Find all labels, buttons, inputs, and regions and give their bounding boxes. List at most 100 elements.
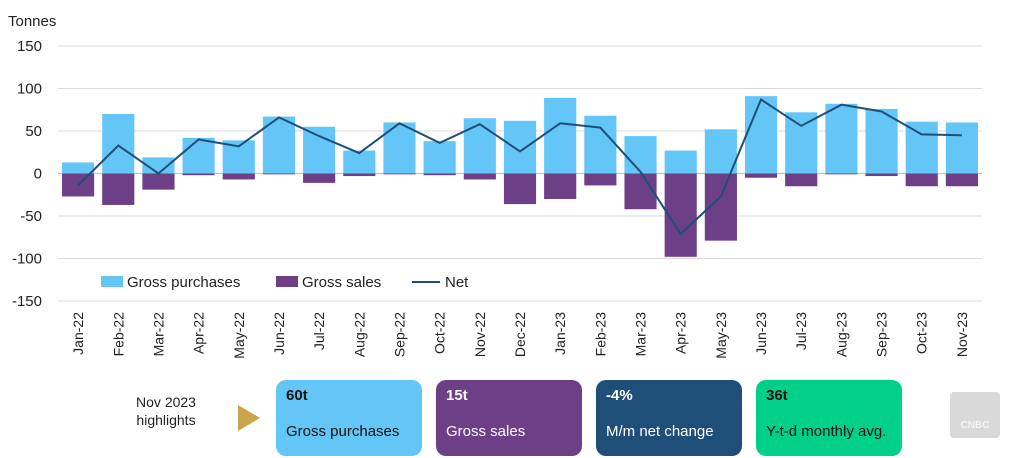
- bar-gross-purchases: [825, 103, 858, 174]
- highlights-label-line1: Nov 2023: [136, 394, 196, 410]
- bar-gross-purchases: [584, 115, 617, 174]
- x-axis-ticks: Jan-22 Feb-22 Mar-22 Apr-22 May-22 Jun-22 Jul-…: [70, 312, 970, 359]
- y-tick-label: -150: [12, 293, 42, 310]
- bar-gross-purchases: [343, 150, 376, 174]
- highlight-card-net-change: -4% M/m net change: [596, 380, 742, 456]
- legend-label-gross-purchases: Gross purchases: [127, 274, 240, 291]
- bar-gross-purchases: [905, 121, 938, 174]
- y-axis-ticks: -150 -100 -50 0 50 100 150: [12, 38, 42, 310]
- net-line: [77, 98, 962, 236]
- bar-gross-sales: [865, 173, 898, 177]
- bar-gross-sales: [463, 173, 496, 180]
- bar-gross-purchases: [664, 150, 697, 174]
- card-value: 36t: [766, 387, 788, 404]
- x-tick-label: Oct-23: [914, 312, 930, 354]
- bar-gross-sales: [182, 173, 215, 176]
- highlight-card-gross-purchases: 60t Gross purchases: [276, 380, 422, 456]
- bar-gross-sales: [905, 173, 938, 187]
- bar-gross-purchases: [423, 141, 456, 174]
- card-label: Gross sales: [446, 423, 526, 440]
- highlight-card-gross-sales: 15t Gross sales: [436, 380, 582, 456]
- legend-swatch-gross-sales: [276, 276, 298, 287]
- bar-gross-purchases: [503, 120, 537, 174]
- bar-gross-purchases: [744, 96, 778, 174]
- y-tick-label: 0: [34, 166, 42, 183]
- bar-gross-purchases: [704, 129, 737, 174]
- bar-gross-sales: [343, 173, 376, 177]
- bar-gross-sales: [222, 173, 255, 180]
- x-tick-label: Feb-23: [592, 312, 608, 357]
- bar-gross-sales: [744, 173, 778, 178]
- card-value: 60t: [286, 387, 308, 404]
- bar-gross-sales: [503, 173, 537, 205]
- bar-gross-purchases: [785, 112, 818, 174]
- x-tick-label: Jul-22: [311, 312, 327, 350]
- x-tick-label: Apr-23: [673, 312, 689, 354]
- card-label: Y-t-d monthly avg.: [766, 423, 887, 440]
- bar-gross-sales: [664, 173, 697, 257]
- x-tick-label: Feb-22: [110, 312, 126, 357]
- legend-label-net: Net: [445, 274, 469, 291]
- bar-gross-sales: [945, 173, 978, 187]
- card-label: Gross purchases: [286, 423, 400, 440]
- x-tick-label: May-22: [231, 312, 247, 359]
- net-line-group: [77, 98, 962, 236]
- cnbc-logo: CNBC: [950, 392, 1000, 438]
- bar-gross-purchases: [544, 97, 577, 174]
- bar-gross-sales: [544, 173, 577, 199]
- bar-gross-sales: [383, 173, 416, 175]
- x-tick-label: Mar-23: [633, 312, 649, 357]
- bar-gross-sales: [142, 173, 175, 190]
- bar-gross-purchases: [303, 126, 336, 174]
- highlights-label: Nov 2023 highlights: [120, 393, 212, 429]
- bar-gross-purchases: [62, 162, 95, 174]
- card-value: 15t: [446, 387, 468, 404]
- y-tick-label: -100: [12, 251, 42, 268]
- y-tick-label: -50: [20, 208, 42, 225]
- x-tick-label: Dec-22: [512, 312, 528, 357]
- bar-gross-purchases: [182, 137, 215, 174]
- arrow-right-icon: [238, 405, 260, 431]
- x-tick-label: Jan-23: [552, 312, 568, 355]
- x-tick-label: Apr-22: [191, 312, 207, 354]
- x-tick-label: Sep-22: [391, 312, 407, 357]
- x-tick-label: Aug-23: [833, 312, 849, 357]
- y-tick-label: 150: [17, 38, 42, 55]
- bar-gross-sales: [423, 173, 456, 176]
- bar-gross-purchases: [383, 122, 416, 174]
- bar-gross-sales: [584, 173, 617, 186]
- y-tick-label: 50: [25, 123, 42, 140]
- x-tick-label: Oct-22: [432, 312, 448, 354]
- bars: [62, 96, 978, 257]
- y-unit-label: Tonnes: [8, 13, 56, 30]
- x-tick-label: Jul-23: [793, 312, 809, 350]
- legend: Gross purchases Gross sales Net: [101, 274, 469, 291]
- legend-label-gross-sales: Gross sales: [302, 274, 381, 291]
- bar-gross-sales: [785, 173, 818, 187]
- x-tick-label: Sep-23: [874, 312, 890, 357]
- highlights-label-line2: highlights: [136, 412, 196, 428]
- x-tick-label: Nov-22: [472, 312, 488, 357]
- bar-gross-purchases: [463, 118, 496, 174]
- x-tick-label: May-23: [713, 312, 729, 359]
- bar-gross-purchases: [102, 114, 135, 174]
- x-tick-label: Mar-22: [150, 312, 166, 357]
- card-label: M/m net change: [606, 423, 714, 440]
- bar-gross-purchases: [142, 157, 175, 174]
- bar-gross-purchases: [624, 136, 657, 174]
- x-tick-label: Jun-23: [753, 312, 769, 355]
- x-tick-label: Jan-22: [70, 312, 86, 355]
- bar-gross-purchases: [945, 122, 978, 174]
- highlight-card-ytd-avg: 36t Y-t-d monthly avg.: [756, 380, 902, 456]
- x-tick-label: Aug-22: [351, 312, 367, 357]
- x-tick-label: Jun-22: [271, 312, 287, 355]
- bar-gross-sales: [303, 173, 336, 183]
- card-value: -4%: [606, 387, 633, 404]
- x-tick-label: Nov-23: [954, 312, 970, 357]
- bar-gross-sales: [825, 173, 858, 175]
- bar-gross-sales: [624, 173, 657, 210]
- bar-gross-sales: [262, 173, 296, 175]
- bar-gross-sales: [102, 173, 135, 205]
- chart: Tonnes -150 -100 -50 0 50 100 150 Jan-22 Feb-22…: [8, 13, 982, 359]
- y-tick-label: 100: [17, 81, 42, 98]
